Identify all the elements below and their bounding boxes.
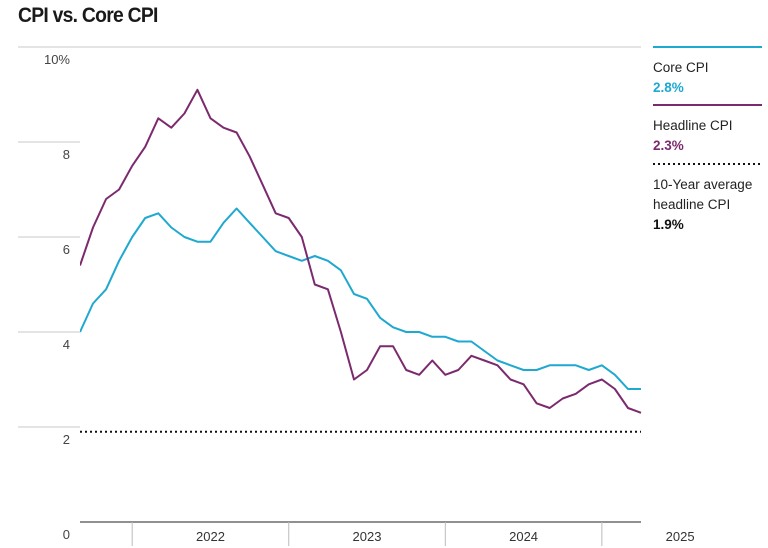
legend: Core CPI 2.8% Headline CPI 2.3% 10-Year aver… (653, 46, 762, 232)
series-line-core-cpi (80, 207, 641, 390)
x-tick-label: 2022 (196, 529, 225, 544)
x-tick-label: 2023 (353, 529, 382, 544)
series-lines (80, 88, 642, 433)
series-line-headline-cpi (80, 88, 642, 414)
legend-label: Headline CPI (653, 118, 733, 133)
y-tick-label: 8 (63, 147, 70, 162)
legend-label: Core CPI (653, 60, 709, 75)
legend-value: 1.9% (653, 217, 684, 232)
legend-label: 10-Year average (653, 177, 752, 192)
y-tick-label: 0 (63, 527, 70, 542)
x-tick-label: 2025 (666, 529, 695, 544)
legend-label: headline CPI (653, 197, 730, 212)
legend-value: 2.3% (653, 138, 684, 153)
grid-lines (18, 46, 641, 523)
y-tick-label: 4 (63, 337, 70, 352)
x-tick-label: 2024 (509, 529, 538, 544)
x-axis-ticks: 2022 2023 2024 2025 (131, 522, 695, 546)
y-tick-label: 10% (44, 52, 70, 67)
y-tick-label: 2 (63, 432, 70, 447)
chart-title: CPI vs. Core CPI (18, 4, 158, 27)
y-tick-label: 6 (63, 242, 70, 257)
legend-value: 2.8% (653, 80, 684, 95)
y-axis-ticks: 0 2 4 6 8 10% (44, 52, 70, 542)
